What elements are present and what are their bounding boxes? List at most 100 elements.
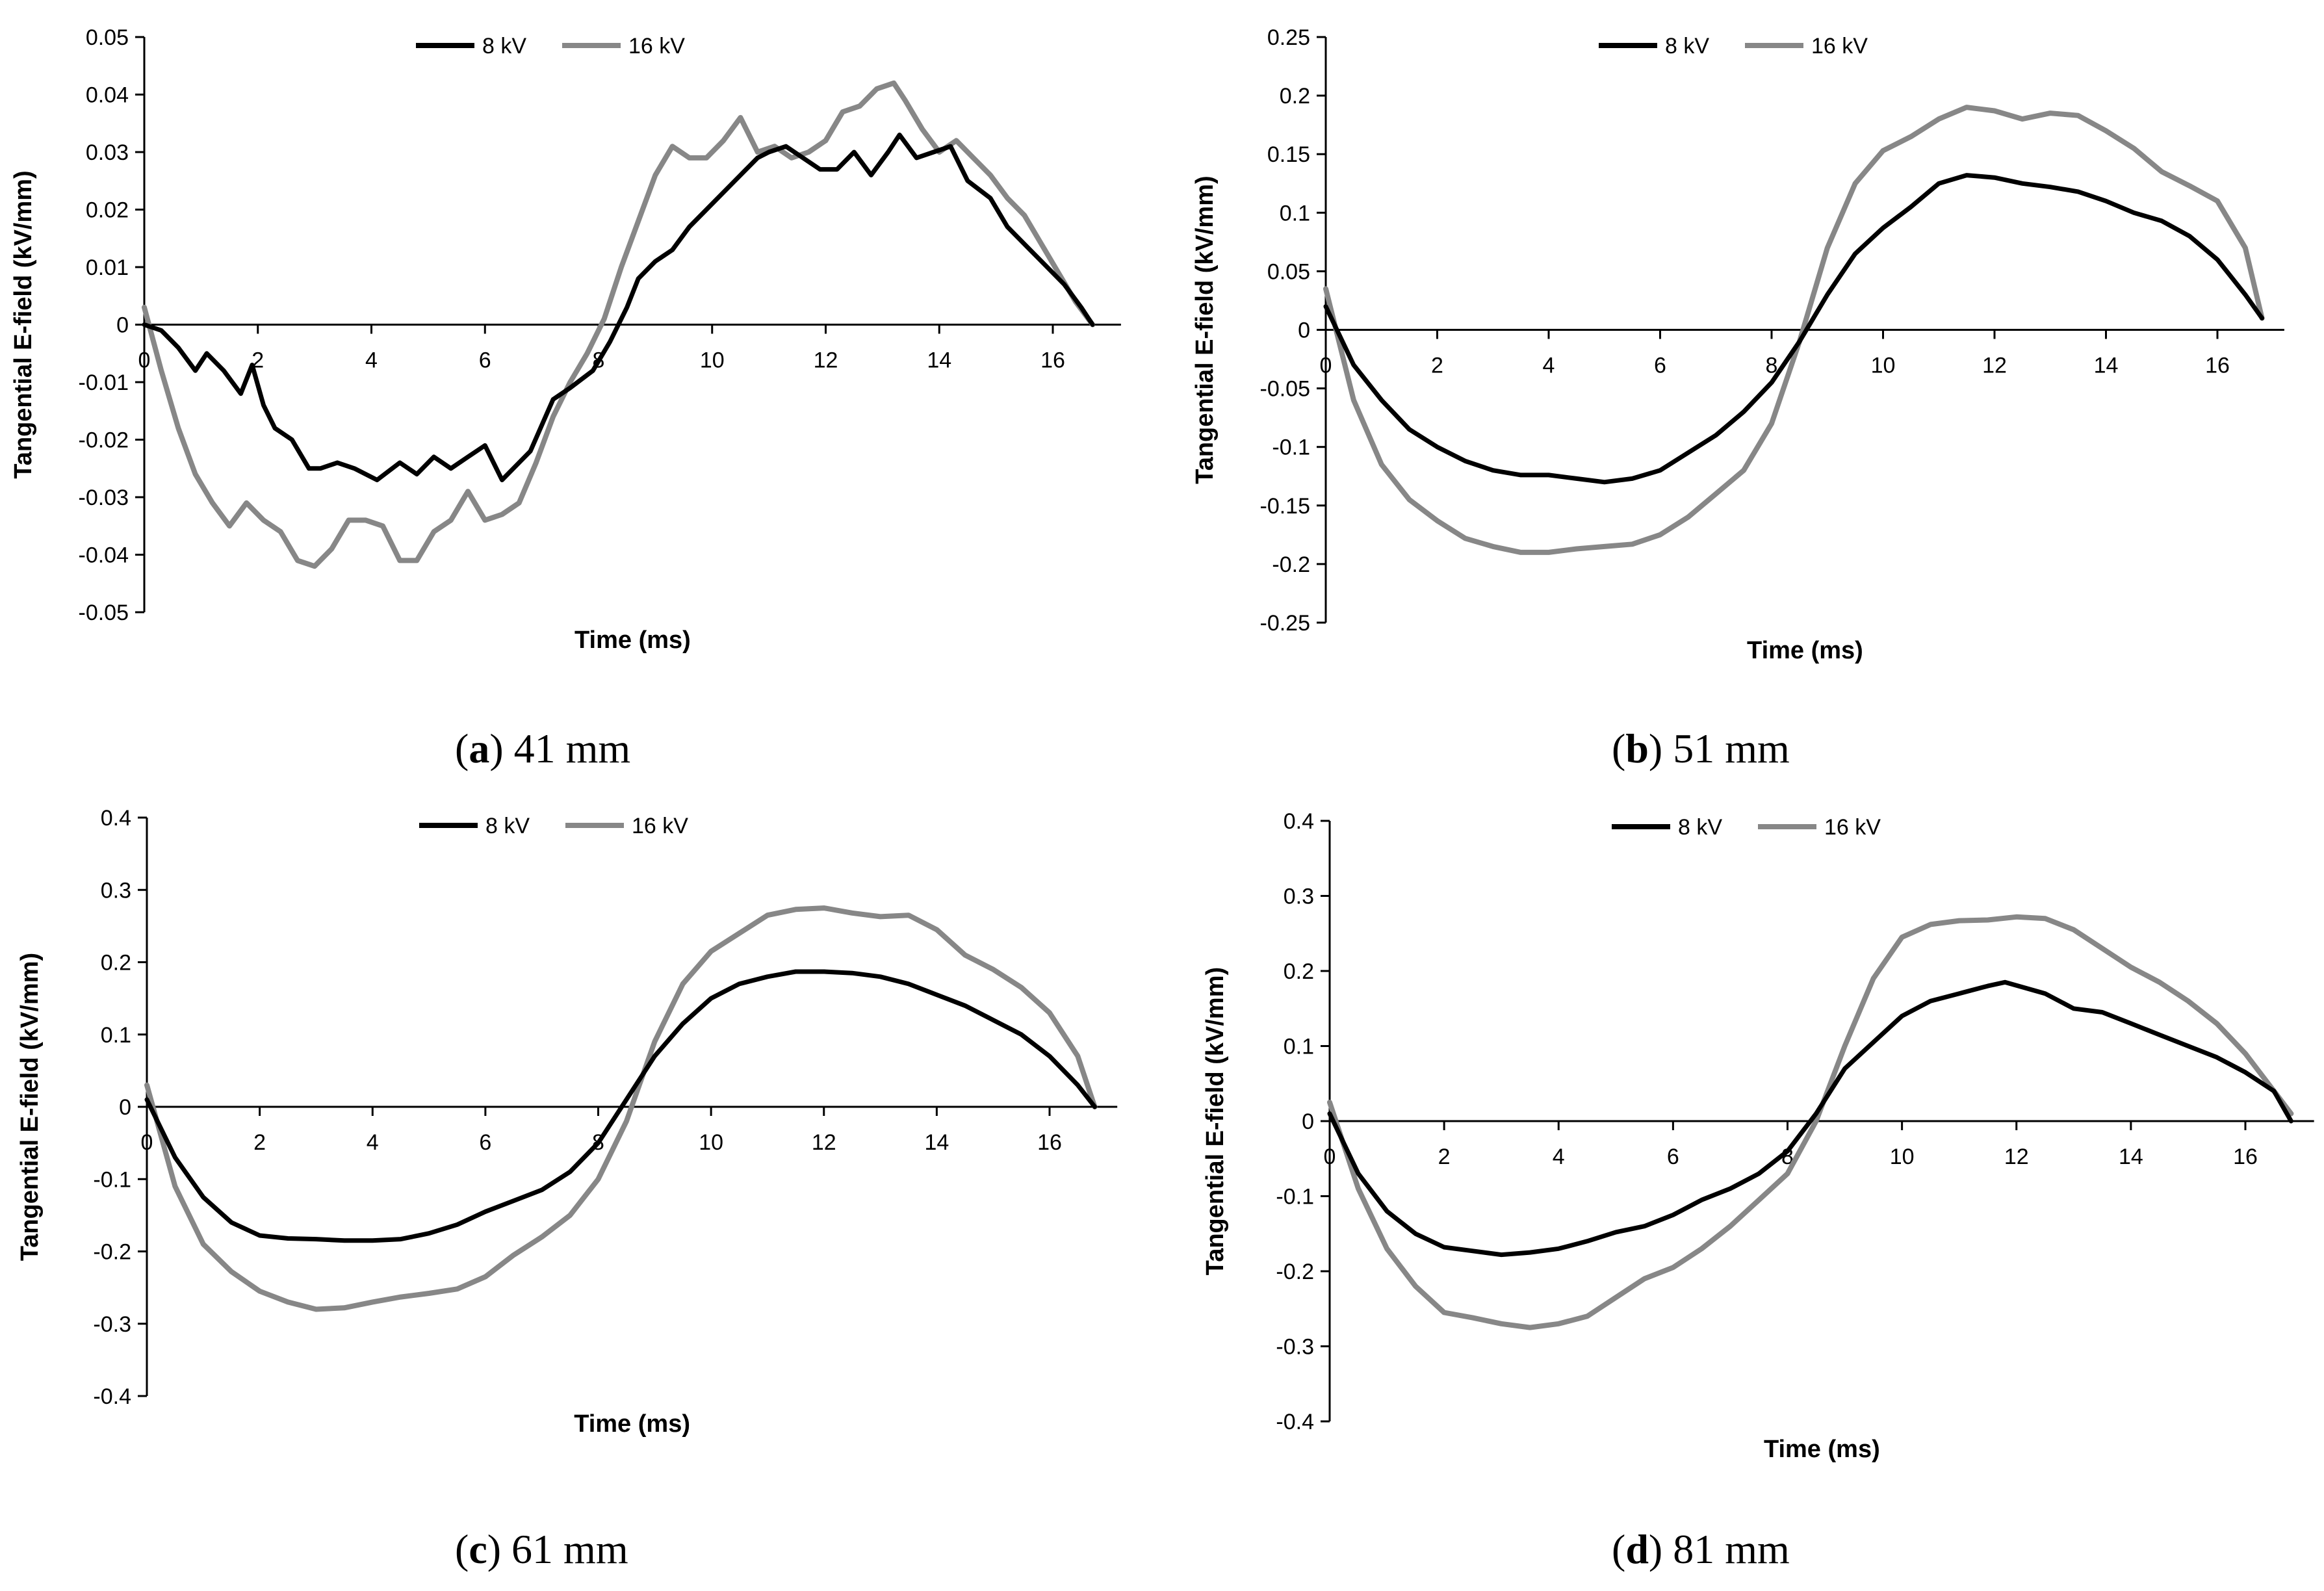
y-axis-title: Tangential E-field (kV/mm) <box>1191 175 1219 484</box>
y-tick-label: -0.01 <box>79 370 129 395</box>
x-tick-label: 2 <box>253 1130 266 1155</box>
legend-label-16kv: 16 kV <box>1824 815 1881 840</box>
x-tick-label: 12 <box>1982 354 2007 378</box>
y-tick-label: -0.2 <box>1276 1260 1314 1284</box>
panel-caption: (a) 41 mm <box>455 725 630 771</box>
x-tick-label: 4 <box>1553 1145 1565 1169</box>
y-tick-label: 0.05 <box>1267 259 1310 284</box>
y-tick-label: 0 <box>116 313 129 338</box>
x-axis-title: Time (ms) <box>1747 637 1863 664</box>
x-tick-label: 6 <box>479 1130 491 1155</box>
y-axis-title: Tangential E-field (kV/mm) <box>1202 967 1229 1275</box>
y-tick-label: 0.3 <box>1284 885 1314 909</box>
x-axis-title: Time (ms) <box>1764 1436 1880 1463</box>
y-tick-label: -0.3 <box>93 1312 131 1337</box>
legend-label-8kv: 8 kV <box>482 34 526 58</box>
x-tick-label: 16 <box>1040 348 1065 373</box>
legend-label-8kv: 8 kV <box>1665 34 1709 58</box>
x-tick-label: 4 <box>365 348 378 373</box>
x-tick-label: 0 <box>141 1130 153 1155</box>
x-axis-title: Time (ms) <box>575 627 691 654</box>
x-tick-label: 4 <box>1543 354 1555 378</box>
x-tick-label: 2 <box>1438 1145 1451 1169</box>
x-tick-label: 0 <box>1324 1145 1336 1169</box>
y-tick-label: 0.1 <box>1284 1035 1314 1059</box>
caption-letter: c <box>469 1526 487 1572</box>
y-tick-label: -0.1 <box>1276 1185 1314 1209</box>
chart-panel-c: 0.40.30.20.10-0.1-0.2-0.3-0.40 2 4 6 8 10 12 14… <box>16 806 1118 1572</box>
panel-caption: (b) 51 mm <box>1612 725 1790 771</box>
y-tick-label: -0.3 <box>1276 1335 1314 1360</box>
y-tick-label: -0.2 <box>93 1240 131 1265</box>
y-tick-label: -0.05 <box>1260 377 1311 402</box>
y-tick-label: 0 <box>1302 1109 1314 1134</box>
y-tick-label: 0.4 <box>101 806 131 831</box>
y-tick-label: 0 <box>1298 318 1310 343</box>
x-tick-label: 14 <box>927 348 951 373</box>
y-tick-label: -0.2 <box>1272 552 1310 577</box>
y-tick-label: -0.4 <box>93 1384 131 1409</box>
y-tick-label: -0.4 <box>1276 1410 1314 1434</box>
x-tick-label: 16 <box>2205 354 2230 378</box>
x-tick-label: 12 <box>2004 1145 2029 1169</box>
y-tick-label: 0 <box>119 1095 131 1120</box>
series-line-8kv <box>142 133 1095 482</box>
series-line-8kv <box>144 969 1097 1243</box>
caption-text: 61 mm <box>511 1526 628 1572</box>
chart-panel-b: 0.25 0.2 0.15 0.1 0.05 0 -0.05 -0.1 -0.15 -0.2 -0.… <box>1191 25 2284 771</box>
series-line-8kv <box>1323 173 2265 485</box>
y-tick-label: 0.02 <box>86 198 129 223</box>
y-tick-label: 0.2 <box>1284 959 1314 984</box>
chart-panel-a: 0.05 0.04 0.03 0.02 0.01 0 -0.01 -0.02 -0.03 -0.0… <box>10 25 1121 771</box>
legend-label-16kv: 16 kV <box>632 814 688 838</box>
x-tick-label: 16 <box>2233 1145 2258 1169</box>
y-tick-label: 0.05 <box>86 25 129 50</box>
x-tick-label: 10 <box>700 348 725 373</box>
y-tick-label: 0.04 <box>86 83 129 108</box>
y-tick-label: 0.3 <box>101 878 131 903</box>
series-line-16kv <box>142 80 1096 569</box>
y-tick-label: 0.4 <box>1284 809 1314 834</box>
panel-caption: (d) 81 mm <box>1612 1526 1790 1572</box>
y-tick-label: 0.01 <box>86 255 129 280</box>
legend-label-8kv: 8 kV <box>1678 815 1722 840</box>
x-tick-label: 14 <box>924 1130 949 1155</box>
caption-letter: b <box>1625 725 1649 771</box>
series-line-8kv <box>1327 979 2293 1258</box>
y-tick-label: 0.1 <box>1280 201 1310 226</box>
x-tick-label: 10 <box>1890 1145 1915 1169</box>
y-tick-label: 0.1 <box>101 1023 131 1048</box>
x-tick-label: 10 <box>1871 354 1896 378</box>
x-tick-label: 12 <box>814 348 838 373</box>
y-tick-label: 0.2 <box>101 951 131 976</box>
y-axis-title: Tangential E-field (kV/mm) <box>10 170 37 478</box>
legend-label-16kv: 16 kV <box>1811 34 1868 58</box>
caption-letter: d <box>1625 1526 1649 1572</box>
legend-label-8kv: 8 kV <box>485 814 530 838</box>
x-tick-label: 14 <box>2094 354 2119 378</box>
x-tick-label: 6 <box>1667 1145 1679 1169</box>
x-tick-label: 4 <box>367 1130 379 1155</box>
x-tick-label: 10 <box>699 1130 723 1155</box>
y-tick-label: -0.1 <box>93 1167 131 1192</box>
x-tick-label: 0 <box>1320 354 1332 378</box>
y-axis-title: Tangential E-field (kV/mm) <box>16 953 44 1261</box>
y-tick-label: -0.03 <box>79 485 129 510</box>
x-tick-label: 12 <box>812 1130 836 1155</box>
y-tick-label: -0.25 <box>1260 611 1311 636</box>
x-tick-label: 6 <box>1654 354 1666 378</box>
caption-text: 41 mm <box>514 725 631 771</box>
chart-panel-d: 0.40.30.20.10-0.1-0.2-0.3-0.40 2 4 6 8 10 12 14… <box>1202 809 2314 1572</box>
y-tick-label: 0.25 <box>1267 25 1310 50</box>
y-tick-label: 0.03 <box>86 140 129 165</box>
legend-label-16kv: 16 kV <box>628 34 685 58</box>
y-tick-label: -0.05 <box>79 601 129 625</box>
y-tick-label: 0.2 <box>1280 84 1310 109</box>
caption-letter: a <box>469 725 489 771</box>
caption-text: 51 mm <box>1673 725 1790 771</box>
x-tick-label: 2 <box>1431 354 1443 378</box>
x-axis-title: Time (ms) <box>574 1410 690 1438</box>
x-tick-label: 0 <box>138 348 151 373</box>
y-tick-label: -0.15 <box>1260 494 1311 519</box>
